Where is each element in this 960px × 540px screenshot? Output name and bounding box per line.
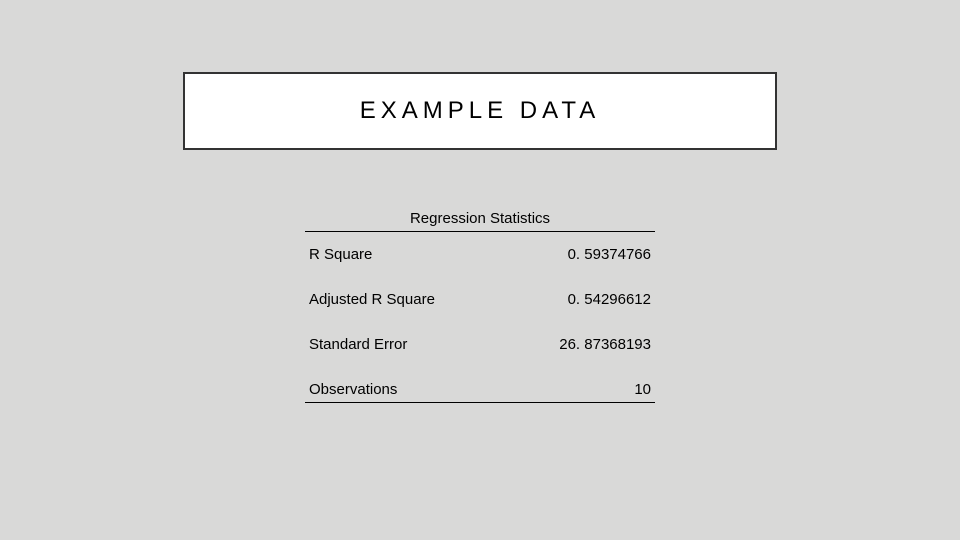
stat-value: 26. 87368193	[559, 336, 651, 353]
stat-value: 0. 59374766	[568, 246, 651, 263]
page-title: EXAMPLE DATA	[360, 97, 601, 125]
table-row: Adjusted R Square 0. 54296612	[305, 277, 655, 322]
table-row: Observations 10	[305, 367, 655, 403]
table-row: Standard Error 26. 87368193	[305, 322, 655, 367]
stat-label: Standard Error	[309, 336, 407, 353]
stat-label: R Square	[309, 246, 372, 263]
table-header: Regression Statistics	[305, 210, 655, 232]
stat-label: Observations	[309, 381, 397, 398]
table-row: R Square 0. 59374766	[305, 232, 655, 277]
stat-value: 10	[634, 381, 651, 398]
stat-label: Adjusted R Square	[309, 291, 435, 308]
regression-stats-table: Regression Statistics R Square 0. 593747…	[305, 210, 655, 403]
title-box: EXAMPLE DATA	[183, 72, 777, 150]
stat-value: 0. 54296612	[568, 291, 651, 308]
